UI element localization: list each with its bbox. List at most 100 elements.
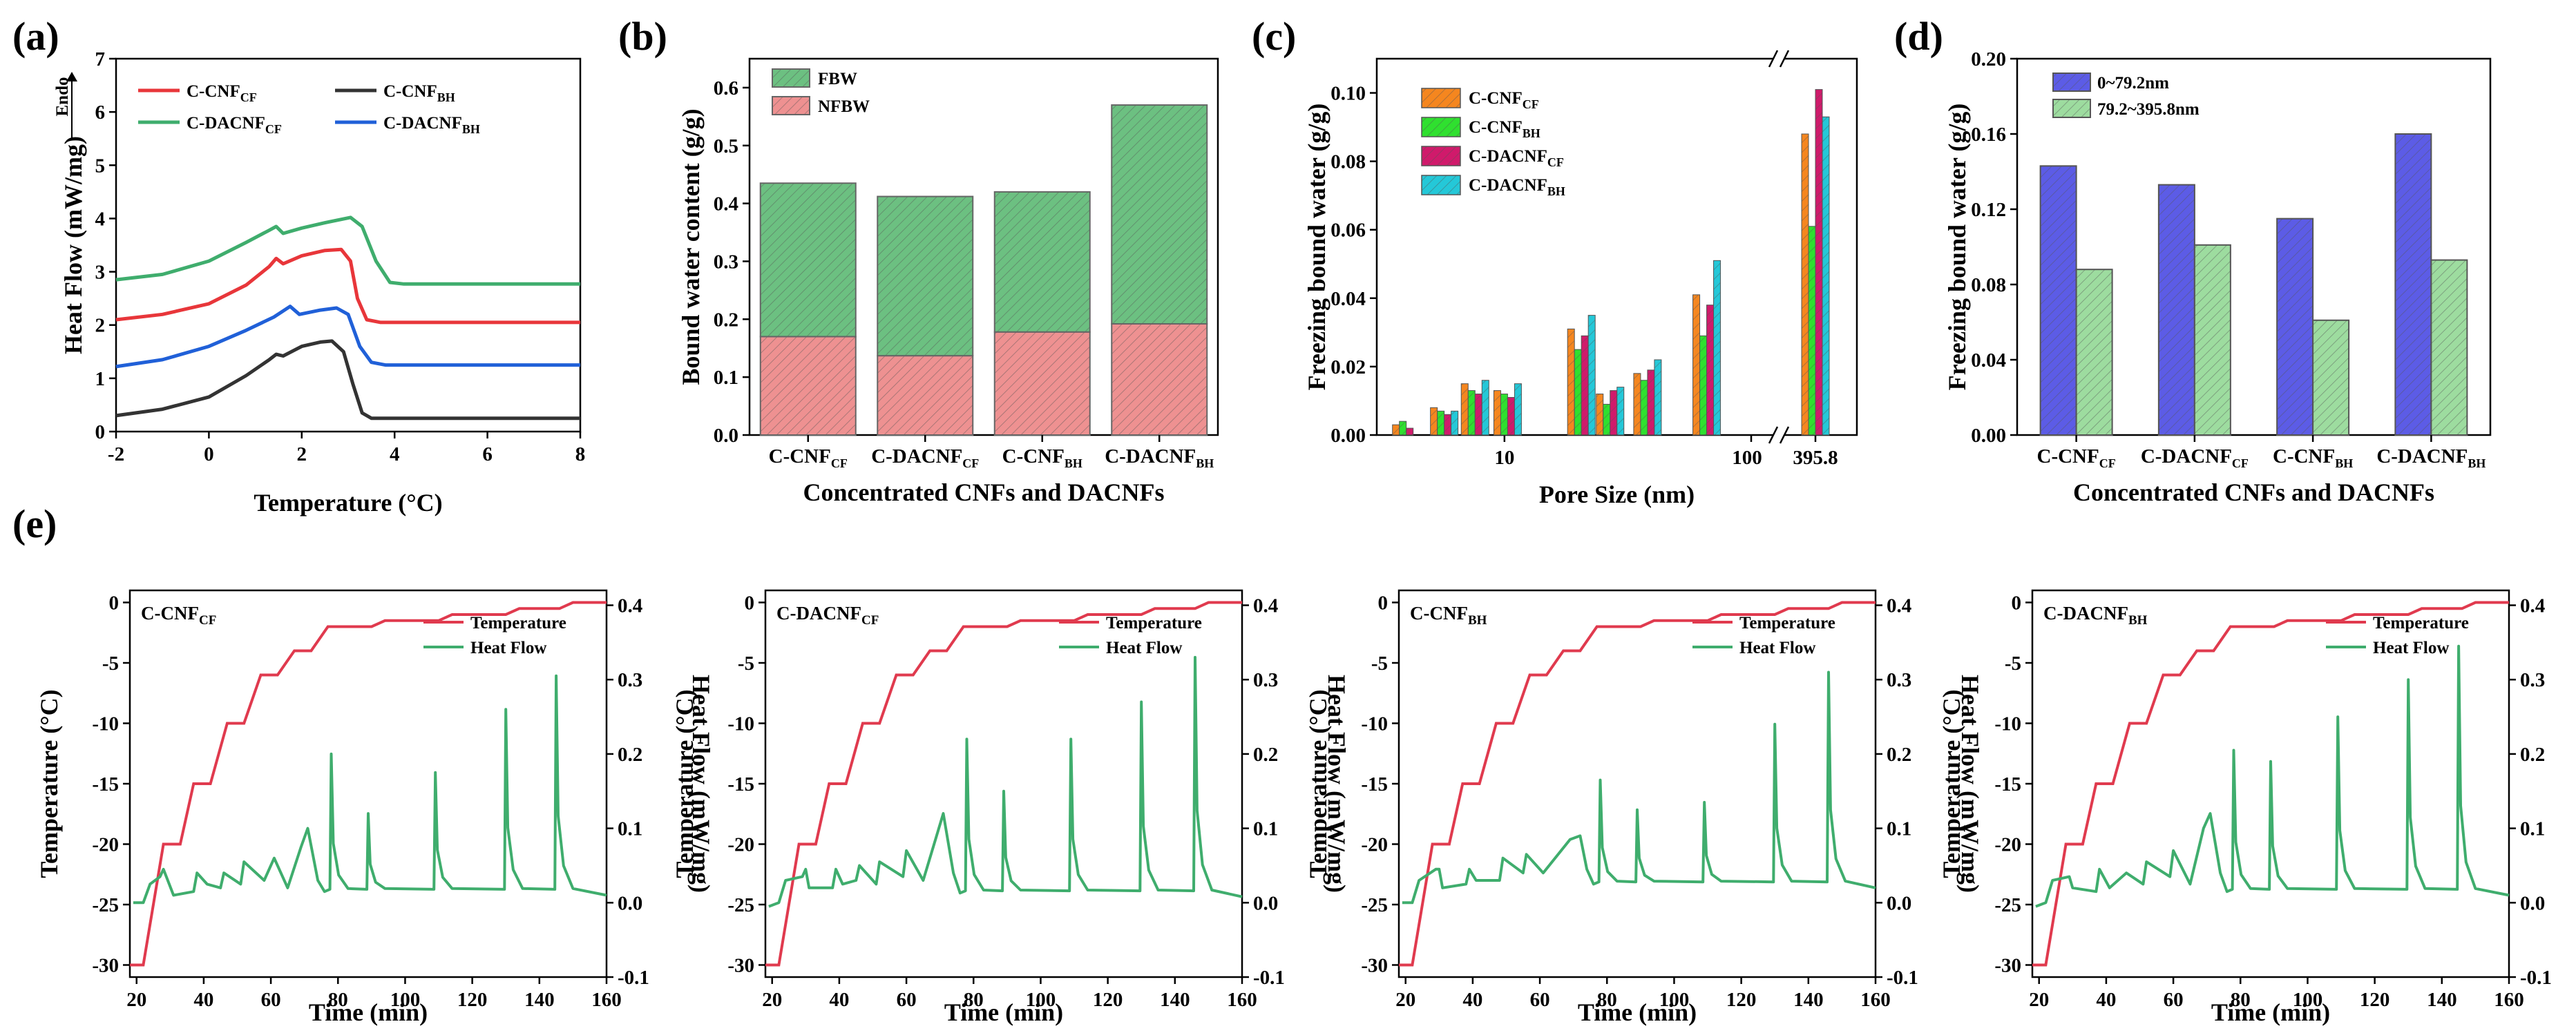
- e0-y2-ytick-label-3: 0.2: [618, 744, 642, 766]
- a-endo-label: Endo: [53, 77, 72, 117]
- d-bar-s0-3: [2394, 133, 2432, 436]
- b-legend-swatch-0: [772, 68, 810, 88]
- e1-ytick-label-0: -30: [727, 955, 754, 977]
- e3-ytick-label-0: -30: [1994, 955, 2021, 977]
- c-bar-g8-s2: [1815, 89, 1823, 436]
- b-ytick-label-1: 0.1: [714, 367, 738, 389]
- e1-xtick-label-2: 60: [897, 989, 917, 1011]
- e3-ytick-label-6: 0: [2012, 592, 2022, 615]
- c-bar-g6-s1: [1640, 380, 1648, 436]
- e-subplot-0: -30 -25 -20 -15 -10 -5 0 -0.1 0.0 0.1 0.2 0.3 0.4 20 4…: [35, 589, 715, 1026]
- b-legend-label-1: NFBW: [818, 97, 870, 116]
- b-ylabel: Bound water content (g/g): [677, 108, 705, 385]
- c-ytick-label-1: 0.02: [1330, 356, 1366, 378]
- c-bar-g6-s3: [1654, 359, 1662, 436]
- e3-ytick-label-5: -5: [2005, 653, 2021, 675]
- b-ytick-label-0: 0.0: [714, 425, 738, 447]
- b-ytick-label-5: 0.5: [714, 135, 738, 157]
- e0-xtick-label-2: 60: [261, 989, 281, 1011]
- c-xlabel: Pore Size (nm): [1539, 481, 1695, 508]
- a-legend-label-3: C-DACNFBH: [383, 114, 480, 136]
- a-xtick-label-4: 6: [482, 443, 493, 465]
- e3-legend-label-1: Heat Flow: [2373, 639, 2449, 657]
- c-bar-g5-s0: [1596, 394, 1604, 436]
- c-bar-g4-s2: [1581, 335, 1589, 436]
- a-ytick-label-0: 0: [95, 421, 106, 443]
- a-endo-arrowhead: [66, 72, 77, 81]
- c-bar-g0-s2: [1406, 427, 1414, 436]
- b-xtick-label-2: C-CNFBH: [1002, 445, 1082, 470]
- a-legend-label-2: C-DACNFCF: [187, 114, 282, 136]
- e1-y2-ytick-label-3: 0.2: [1253, 744, 1278, 766]
- panel-label-c: (c): [1252, 14, 1296, 59]
- d-bar-s1-2: [2312, 319, 2350, 436]
- e1-y2-ytick-label-5: 0.4: [1253, 595, 1278, 617]
- panel-c-pore-size-chart: 0.00 0.02 0.04 0.06 0.08 0.10 10 100 395.8 Pore S…: [1303, 49, 1858, 508]
- e2-legend-label-1: Heat Flow: [1739, 639, 1815, 657]
- e1-ytick-label-5: -5: [738, 653, 754, 675]
- e2-y2-ytick-label-4: 0.3: [1887, 669, 1911, 691]
- c-bar-g0-s1: [1399, 421, 1407, 436]
- e3-y2-ytick-label-3: 0.2: [2520, 744, 2545, 766]
- e0-ytick-label-5: -5: [102, 653, 119, 675]
- e2-heatflow-line: [1402, 670, 1876, 905]
- c-bar-g4-s1: [1574, 349, 1582, 436]
- e0-xtick-label-6: 140: [524, 989, 555, 1011]
- c-legend-label-2: C-DACNFCF: [1469, 147, 1564, 169]
- e3-y2-ytick-label-5: 0.4: [2520, 595, 2545, 617]
- e2-y2-ytick-label-1: 0.0: [1887, 892, 1911, 914]
- e2-ytick-label-1: -25: [1361, 894, 1388, 916]
- c-break-line-b-1: [1779, 426, 1790, 444]
- e-subplot-3: -30 -25 -20 -15 -10 -5 0 -0.1 0.0 0.1 0.2 0.3 0.4 20 4…: [1938, 589, 2552, 1026]
- c-ylabel: Freezing bound water (g/g): [1303, 104, 1330, 391]
- c-ytick-label-5: 0.10: [1330, 83, 1366, 105]
- b-bar-fbw-3: [1111, 104, 1208, 325]
- c-bar-g5-s2: [1610, 390, 1618, 436]
- e1-xtick-label-7: 160: [1227, 989, 1257, 1011]
- e0-sample-label: C-CNFCF: [141, 603, 216, 628]
- e3-xtick-label-6: 140: [2427, 989, 2457, 1011]
- d-xtick-label-1: C-DACNFCF: [2141, 445, 2249, 470]
- d-legend-label-0: 0~79.2nm: [2097, 74, 2169, 93]
- e3-xtick-label-0: 20: [2029, 989, 2049, 1011]
- c-legend-swatch-2: [1421, 146, 1461, 166]
- a-frame: [115, 57, 582, 433]
- d-ytick-label-4: 0.16: [1971, 124, 2006, 146]
- c-ytick-label-2: 0.04: [1330, 288, 1366, 310]
- e0-y2-ytick-label-0: -0.1: [618, 967, 649, 989]
- e2-xtick-label-7: 160: [1860, 989, 1891, 1011]
- e2-y2-ytick-label-5: 0.4: [1887, 595, 1911, 617]
- a-ytick-label-6: 6: [95, 102, 106, 124]
- d-bar-s1-3: [2430, 259, 2468, 436]
- c-bar-g7-s3: [1713, 260, 1721, 436]
- e2-xtick-label-2: 60: [1530, 989, 1550, 1011]
- e3-y2-ytick-label-4: 0.3: [2520, 669, 2545, 691]
- e2-ylabel: Temperature (°C): [1304, 689, 1332, 878]
- c-legend-swatch-0: [1421, 88, 1461, 108]
- c-ytick-label-0: 0.00: [1330, 425, 1366, 447]
- e3-ylabel: Temperature (°C): [1938, 689, 1965, 878]
- b-xtick-label-3: C-DACNFBH: [1105, 445, 1214, 470]
- e1-ytick-label-1: -25: [727, 894, 754, 916]
- e2-ytick-label-5: -5: [1371, 653, 1388, 675]
- e3-temperature-line: [2032, 601, 2509, 967]
- a-series-2: [115, 215, 580, 286]
- c-xtick-label-0: 10: [1494, 447, 1514, 469]
- a-series-1: [115, 339, 580, 421]
- e0-xtick-label-3: 80: [328, 989, 348, 1011]
- d-ytick-label-2: 0.08: [1971, 274, 2006, 296]
- e0-xtick-label-4: 100: [390, 989, 421, 1011]
- d-legend-swatch-0: [2052, 73, 2091, 92]
- b-legend-swatch-1: [772, 96, 810, 115]
- e1-y2-ytick-label-1: 0.0: [1253, 892, 1278, 914]
- b-bar-nfbw-3: [1111, 323, 1208, 436]
- b-ytick-label-2: 0.2: [714, 309, 738, 331]
- d-ytick-label-0: 0.00: [1971, 425, 2006, 447]
- e1-ytick-label-6: 0: [745, 592, 755, 615]
- c-bar-g2-s1: [1467, 390, 1476, 436]
- e2-ytick-label-4: -10: [1361, 713, 1388, 735]
- e2-legend-label-0: Temperature: [1739, 614, 1835, 633]
- a-xtick-label-5: 8: [575, 443, 586, 465]
- b-xlabel: Concentrated CNFs and DACNFs: [803, 479, 1165, 506]
- c-break-line-b-0: [1779, 50, 1790, 68]
